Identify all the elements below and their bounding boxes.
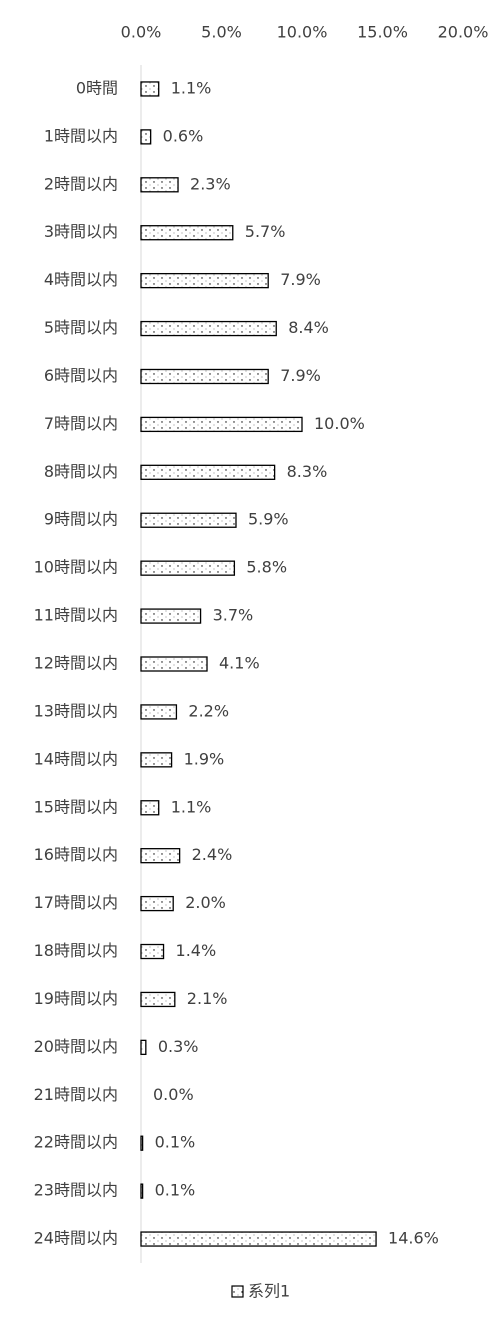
- data-label: 3.7%: [213, 606, 254, 625]
- x-tick-label: 5.0%: [201, 23, 242, 42]
- x-tick-label: 0.0%: [121, 23, 162, 42]
- y-tick-label: 9時間以内: [44, 510, 118, 529]
- data-label: 0.1%: [155, 1133, 196, 1152]
- y-tick-label: 10時間以内: [34, 558, 118, 577]
- data-label: 1.1%: [171, 797, 212, 816]
- y-tick-label: 11時間以内: [34, 606, 118, 625]
- bar: [140, 848, 181, 864]
- y-tick-label: 24時間以内: [34, 1229, 118, 1248]
- bar: [140, 608, 202, 624]
- data-label: 2.4%: [192, 845, 233, 864]
- bar: [140, 129, 152, 145]
- data-label: 5.7%: [245, 222, 286, 241]
- y-tick-label: 3時間以内: [44, 222, 118, 241]
- y-tick-label: 6時間以内: [44, 366, 118, 385]
- data-label: 2.3%: [190, 174, 231, 193]
- data-label: 0.0%: [153, 1085, 194, 1104]
- bar: [140, 943, 165, 960]
- data-label: 1.1%: [171, 78, 212, 97]
- bar: [140, 177, 179, 193]
- y-tick-label: 4時間以内: [44, 270, 118, 289]
- bar: [140, 656, 208, 672]
- x-tick-label: 15.0%: [357, 23, 408, 42]
- y-tick-label: 12時間以内: [34, 654, 118, 673]
- bar: [140, 800, 160, 816]
- data-label: 8.3%: [287, 462, 328, 481]
- bar: [140, 81, 160, 97]
- data-label: 10.0%: [314, 414, 365, 433]
- y-tick-label: 2時間以内: [44, 174, 118, 193]
- legend-label: 系列1: [248, 1282, 290, 1301]
- bar: [140, 1183, 144, 1199]
- x-tick-label: 20.0%: [438, 23, 489, 42]
- bar: [140, 368, 269, 385]
- bar: [140, 895, 174, 912]
- y-tick-label: 1時間以内: [44, 126, 118, 145]
- data-label: 0.3%: [158, 1037, 199, 1056]
- bar: [140, 704, 178, 720]
- bar: [140, 320, 277, 337]
- data-label: 5.8%: [246, 558, 287, 577]
- y-tick-label: 17時間以内: [34, 893, 118, 912]
- bar: [140, 1039, 147, 1056]
- y-tick-label: 22時間以内: [34, 1133, 118, 1152]
- y-tick-label: 21時間以内: [34, 1085, 118, 1104]
- data-label: 8.4%: [288, 318, 329, 337]
- bar: [140, 416, 303, 433]
- y-tick-label: 16時間以内: [34, 845, 118, 864]
- y-tick-label: 14時間以内: [34, 749, 118, 768]
- data-label: 1.4%: [176, 941, 217, 960]
- legend-swatch: [231, 1285, 244, 1298]
- bar: [140, 464, 276, 480]
- bar: [140, 225, 234, 241]
- bar: [140, 512, 237, 528]
- y-tick-label: 18時間以内: [34, 941, 118, 960]
- y-tick-label: 15時間以内: [34, 797, 118, 816]
- data-label: 0.1%: [155, 1181, 196, 1200]
- y-tick-label: 20時間以内: [34, 1037, 118, 1056]
- y-tick-label: 5時間以内: [44, 318, 118, 337]
- data-label: 5.9%: [248, 510, 289, 529]
- y-tick-label: 0時間: [76, 78, 118, 97]
- data-label: 7.9%: [280, 366, 321, 385]
- data-label: 2.2%: [188, 701, 229, 720]
- y-tick-label: 7時間以内: [44, 414, 118, 433]
- y-tick-label: 13時間以内: [34, 701, 118, 720]
- bar: [140, 1135, 144, 1151]
- bar: [140, 272, 269, 289]
- data-label: 4.1%: [219, 654, 260, 673]
- data-label: 14.6%: [388, 1229, 439, 1248]
- data-label: 1.9%: [184, 749, 225, 768]
- x-tick-label: 10.0%: [277, 23, 328, 42]
- y-tick-label: 23時間以内: [34, 1181, 118, 1200]
- y-tick-label: 8時間以内: [44, 462, 118, 481]
- data-label: 7.9%: [280, 270, 321, 289]
- bar: [140, 560, 236, 576]
- y-tick-label: 19時間以内: [34, 989, 118, 1008]
- data-label: 0.6%: [163, 126, 204, 145]
- bar: [140, 1231, 377, 1247]
- data-label: 2.1%: [187, 989, 228, 1008]
- data-label: 2.0%: [185, 893, 226, 912]
- bar: [140, 752, 173, 768]
- bar: [140, 991, 176, 1008]
